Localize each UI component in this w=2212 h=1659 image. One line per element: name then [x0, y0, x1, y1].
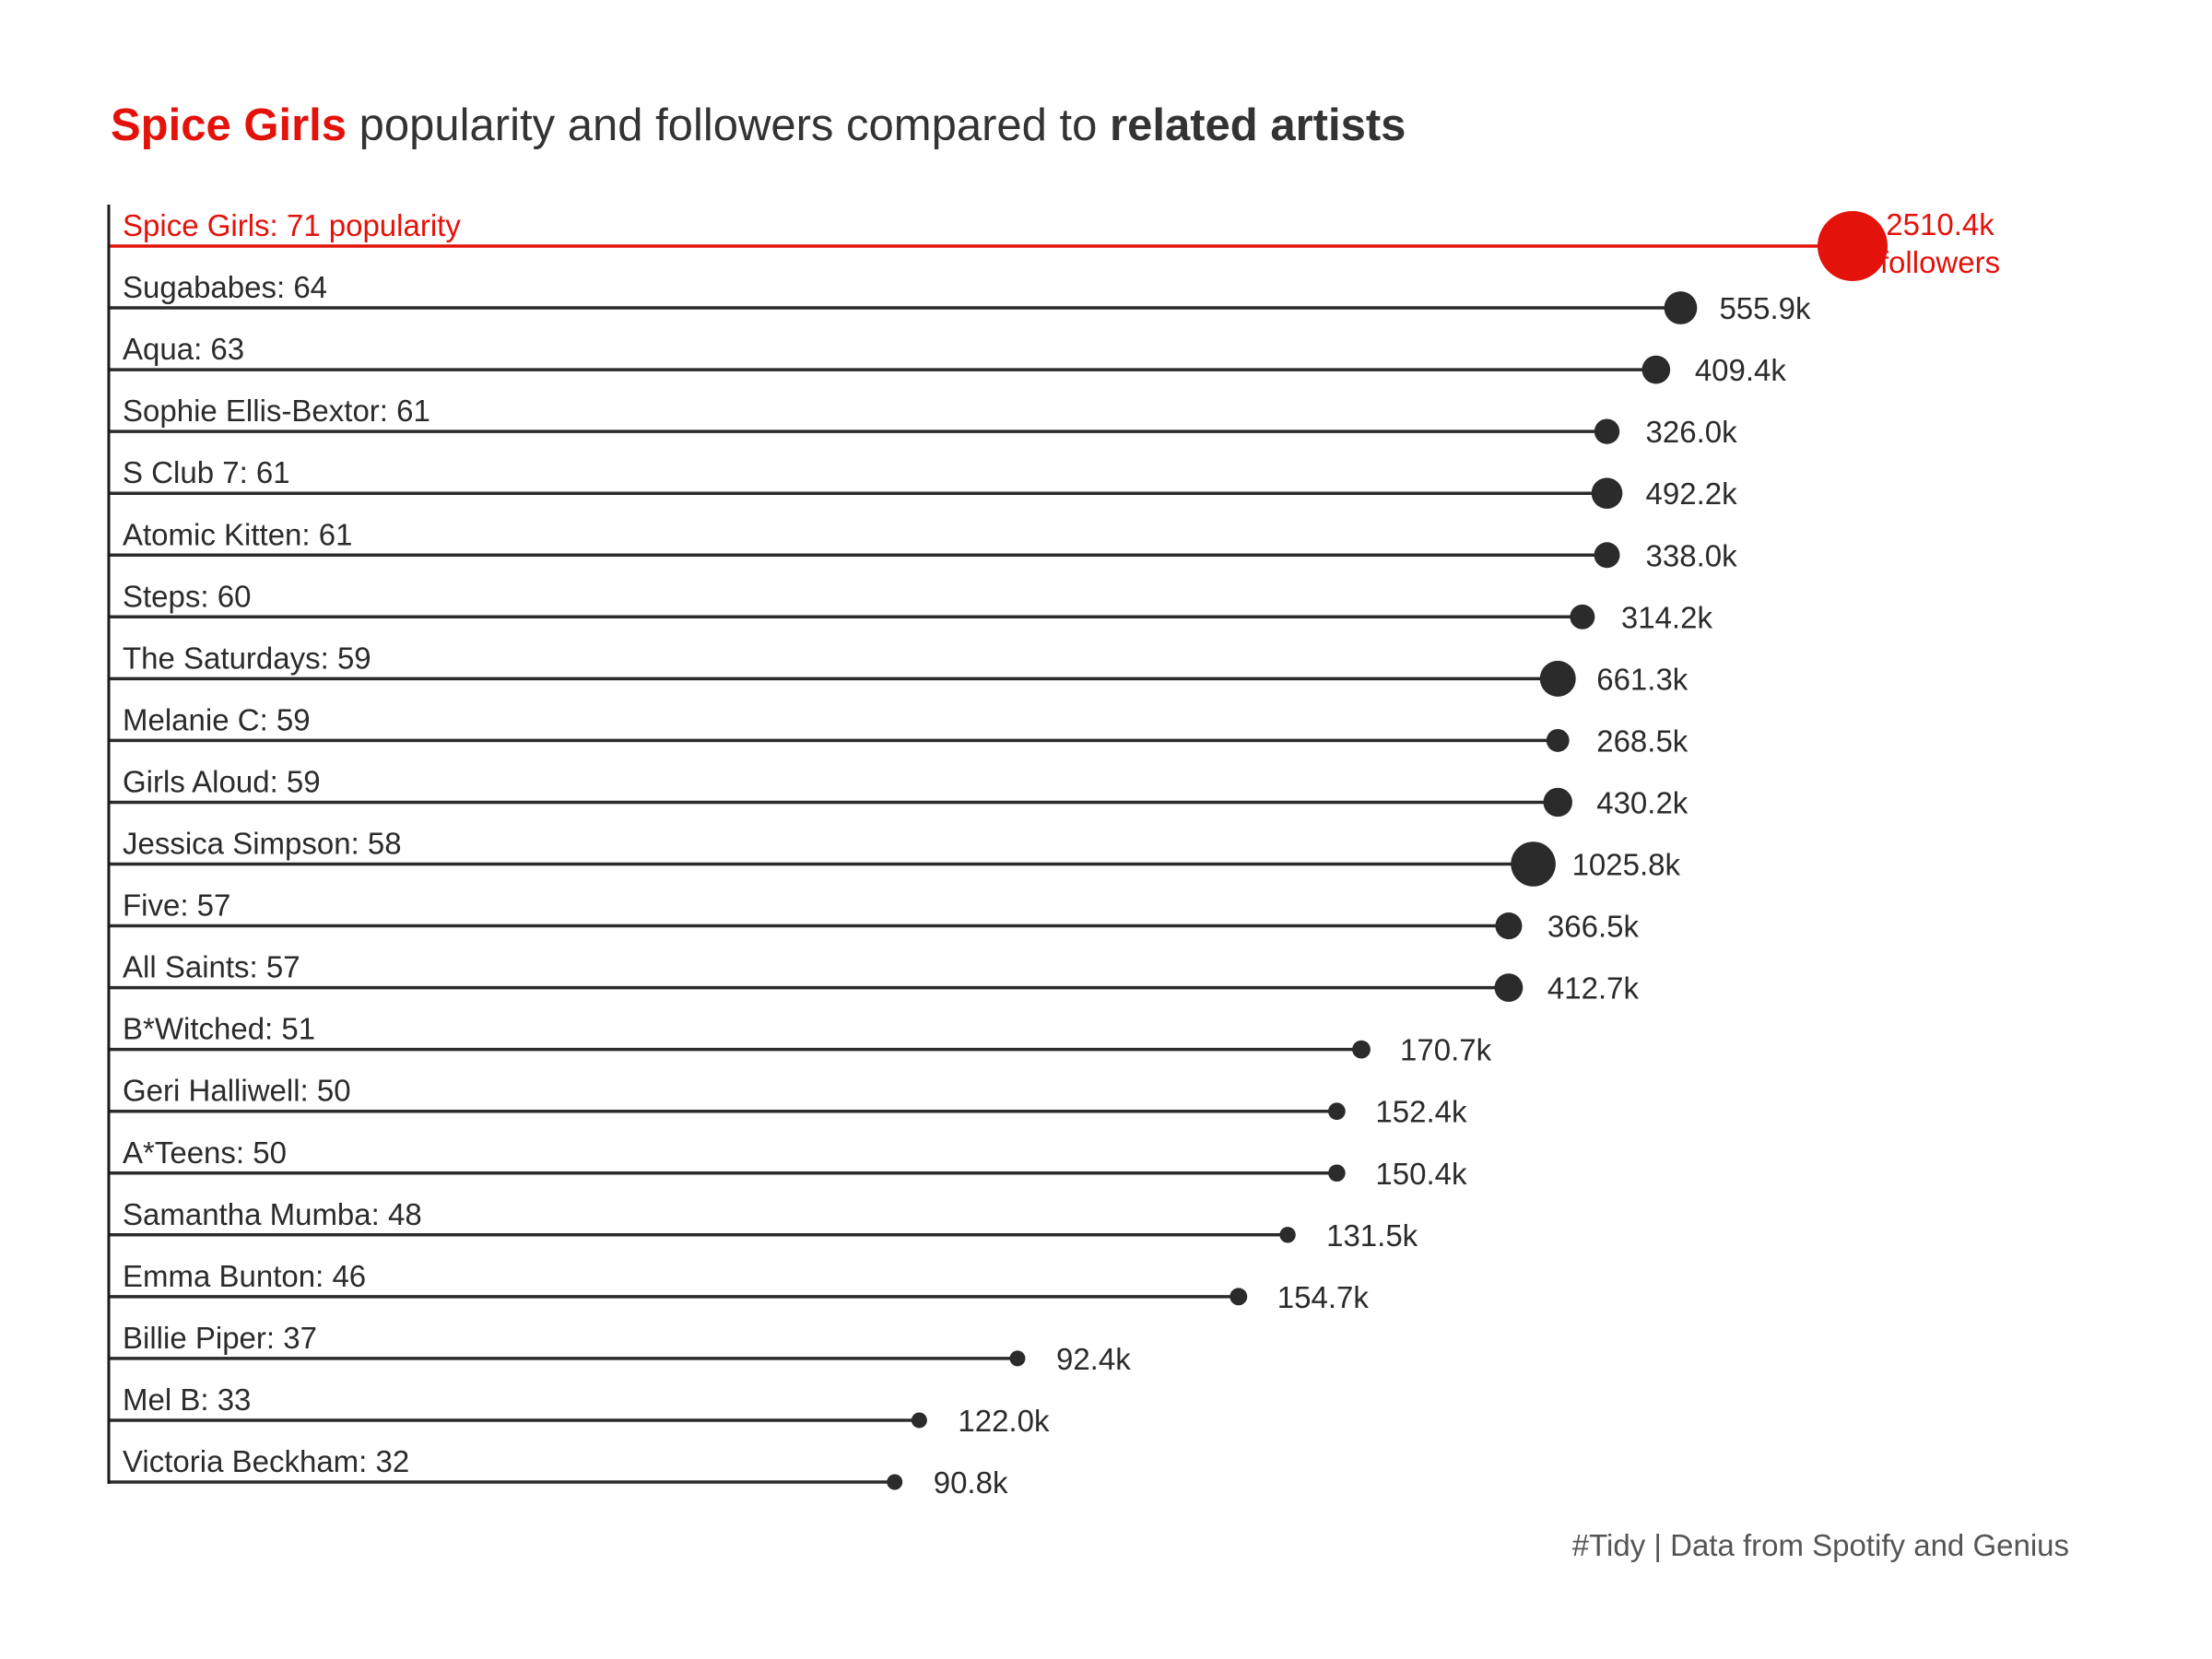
artist-label: Billie Piper: 37: [123, 1321, 317, 1355]
lollipop-dot: [1352, 1040, 1371, 1059]
lollipop-dot: [1230, 1288, 1248, 1306]
lollipop-row: Samantha Mumba: 48 131.5k: [109, 1197, 1418, 1253]
lollipop-row: All Saints: 57 412.7k: [109, 950, 1640, 1006]
followers-label: 492.2k: [1646, 477, 1738, 511]
artist-label: Samantha Mumba: 48: [123, 1197, 422, 1231]
lollipop-dot: [1594, 418, 1620, 444]
lollipop-row: Aqua: 63 409.4k: [109, 332, 1786, 387]
lollipop-dot: [1009, 1350, 1026, 1367]
lollipop-dot: [1511, 841, 1556, 887]
followers-label: 555.9k: [1719, 291, 1811, 325]
lollipop-dot: [1494, 973, 1524, 1003]
followers-label: 152.4k: [1375, 1095, 1467, 1129]
lollipop-dot: [1591, 477, 1623, 510]
lollipop-dot: [1594, 542, 1620, 569]
followers-label: 314.2k: [1621, 600, 1713, 634]
chart-rows: Spice Girls: 71 popularity 2510.4k followe…: [109, 207, 2000, 1500]
followers-label: followers: [1880, 245, 2000, 279]
lollipop-dot: [1279, 1227, 1296, 1243]
artist-label: Steps: 60: [123, 579, 251, 613]
lollipop-dot: [1818, 211, 1888, 281]
followers-label: 154.7k: [1277, 1280, 1370, 1314]
lollipop-dot: [1570, 604, 1595, 629]
followers-label: 170.7k: [1400, 1033, 1492, 1067]
lollipop-row: A*Teens: 50 150.4k: [109, 1135, 1467, 1191]
lollipop-row: S Club 7: 61 492.2k: [109, 455, 1737, 511]
lollipop-dot: [1495, 912, 1523, 940]
title-highlight: Spice Girls: [111, 100, 347, 150]
followers-label: 338.0k: [1646, 538, 1738, 572]
followers-label: 122.0k: [958, 1404, 1050, 1438]
followers-label: 150.4k: [1375, 1157, 1467, 1191]
artist-label: A*Teens: 50: [123, 1135, 287, 1170]
chart-caption: #Tidy | Data from Spotify and Genius: [1571, 1528, 2069, 1562]
artist-label: Girls Aloud: 59: [123, 764, 321, 798]
artist-label: All Saints: 57: [123, 950, 300, 984]
lollipop-row: Sophie Ellis-Bextor: 61 326.0k: [109, 394, 1737, 449]
followers-label: 1025.8k: [1572, 848, 1681, 882]
lollipop-dot: [1664, 291, 1698, 324]
lollipop-dot: [1328, 1164, 1346, 1182]
artist-label: S Club 7: 61: [123, 455, 290, 489]
artist-label: Sugababes: 64: [123, 270, 327, 304]
lollipop-row: Emma Bunton: 46 154.7k: [109, 1259, 1369, 1314]
lollipop-dot: [1328, 1102, 1346, 1121]
lollipop-row: Sugababes: 64 555.9k: [109, 270, 1811, 325]
artist-label: The Saturdays: 59: [123, 641, 371, 675]
followers-label: 90.8k: [934, 1465, 1008, 1500]
lollipop-dot: [1543, 787, 1572, 818]
artist-label: Sophie Ellis-Bextor: 61: [123, 394, 430, 428]
followers-label: 661.3k: [1596, 662, 1688, 696]
followers-label: 366.5k: [1547, 910, 1640, 944]
artist-label: Spice Girls: 71 popularity: [123, 208, 461, 242]
followers-label: 430.2k: [1596, 785, 1688, 819]
lollipop-row: The Saturdays: 59 661.3k: [109, 641, 1688, 697]
lollipop-row: Billie Piper: 37 92.4k: [109, 1321, 1131, 1376]
lollipop-row: Mel B: 33 122.0k: [109, 1382, 1050, 1438]
lollipop-dot: [911, 1412, 927, 1429]
lollipop-dot: [1546, 728, 1570, 752]
lollipop-dot: [1539, 660, 1576, 697]
artist-label: Emma Bunton: 46: [123, 1259, 366, 1293]
artist-label: Melanie C: 59: [123, 702, 311, 736]
followers-label: 2510.4k: [1886, 207, 1994, 241]
artist-label: Geri Halliwell: 50: [123, 1074, 351, 1108]
lollipop-row: Steps: 60 314.2k: [109, 579, 1712, 634]
lollipop-row: Girls Aloud: 59 430.2k: [109, 764, 1688, 819]
lollipop-row: Spice Girls: 71 popularity 2510.4k followe…: [109, 207, 2000, 281]
chart-title: Spice Girls popularity and followers com…: [111, 100, 1406, 151]
lollipop-row: Victoria Beckham: 32 90.8k: [109, 1444, 1008, 1500]
followers-label: 92.4k: [1056, 1342, 1131, 1376]
followers-label: 412.7k: [1547, 971, 1640, 1006]
title-emphasis: related artists: [1110, 100, 1406, 150]
artist-label: Atomic Kitten: 61: [123, 517, 352, 551]
artist-label: Jessica Simpson: 58: [123, 827, 402, 861]
lollipop-dot: [1641, 355, 1671, 384]
lollipop-row: Five: 57 366.5k: [109, 888, 1640, 944]
followers-label: 409.4k: [1695, 353, 1787, 387]
followers-label: 131.5k: [1326, 1218, 1418, 1253]
lollipop-row: Melanie C: 59 268.5k: [109, 702, 1688, 758]
lollipop-row: B*Witched: 51 170.7k: [109, 1012, 1492, 1067]
followers-label: 268.5k: [1596, 724, 1688, 758]
artist-label: Aqua: 63: [123, 332, 244, 366]
artist-label: Victoria Beckham: 32: [123, 1444, 409, 1478]
lollipop-row: Atomic Kitten: 61 338.0k: [109, 517, 1737, 572]
title-middle: popularity and followers compared to: [347, 100, 1111, 150]
followers-label: 326.0k: [1646, 415, 1738, 449]
artist-label: B*Witched: 51: [123, 1012, 315, 1046]
artist-label: Five: 57: [123, 888, 230, 923]
artist-label: Mel B: 33: [123, 1382, 251, 1417]
lollipop-row: Geri Halliwell: 50 152.4k: [109, 1074, 1467, 1129]
lollipop-row: Jessica Simpson: 58 1025.8k: [109, 827, 1681, 887]
lollipop-dot: [887, 1474, 903, 1490]
